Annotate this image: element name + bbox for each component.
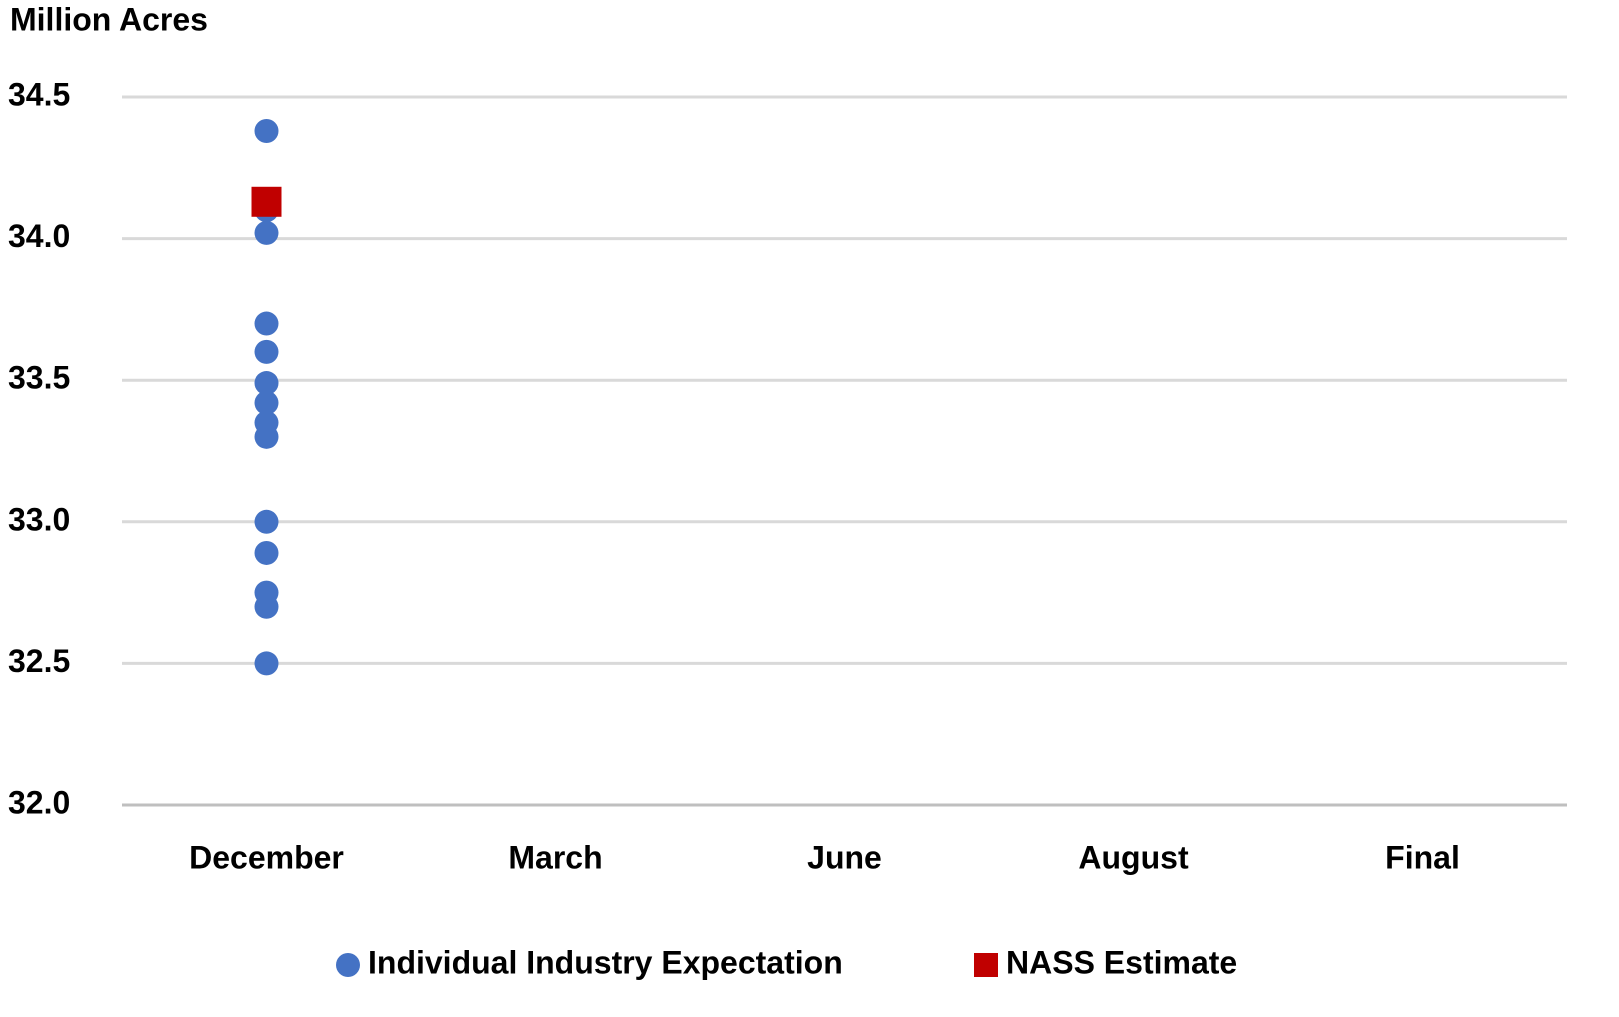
- x-tick-label: June: [807, 839, 882, 875]
- x-tick-label: December: [189, 839, 344, 875]
- y-tick-label: 34.0: [8, 218, 70, 254]
- point: [251, 186, 282, 217]
- x-tick-label: March: [508, 839, 602, 875]
- point: [254, 311, 279, 336]
- point: [254, 390, 279, 415]
- y-tick-label: 33.0: [8, 501, 70, 537]
- point: [254, 339, 279, 364]
- y-tick-label: 32.5: [8, 643, 70, 679]
- y-tick-label: 33.5: [8, 360, 70, 396]
- y-tick-label: 32.0: [8, 784, 70, 820]
- point: [254, 509, 279, 534]
- legend-label: Individual Industry Expectation: [368, 944, 843, 980]
- legend-swatch: [974, 953, 998, 977]
- y-tick-label: 34.5: [8, 76, 70, 112]
- point: [254, 118, 279, 143]
- x-tick-label: August: [1078, 839, 1189, 875]
- point: [254, 220, 279, 245]
- x-tick-label: Final: [1385, 839, 1460, 875]
- legend-swatch: [336, 953, 360, 977]
- point: [254, 424, 279, 449]
- point: [254, 594, 279, 619]
- point: [254, 540, 279, 565]
- axis-title: Million Acres: [10, 1, 208, 37]
- point: [254, 651, 279, 676]
- point: [254, 371, 279, 396]
- legend-label: NASS Estimate: [1006, 944, 1237, 980]
